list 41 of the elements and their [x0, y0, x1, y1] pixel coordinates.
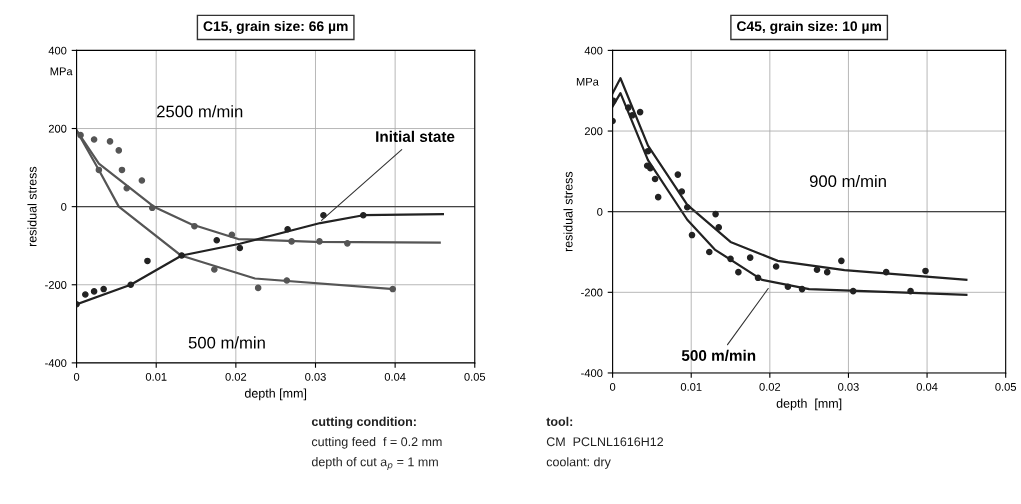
x-tick-label: 0.02 — [225, 372, 247, 381]
chart-title: C45, grain size: 10 µm — [737, 20, 881, 34]
y-tick-label: 0 — [61, 202, 67, 211]
annotation: 900 m/min — [809, 174, 886, 188]
y-tick-label: -400 — [45, 359, 67, 368]
y-tick-label: -400 — [581, 369, 603, 378]
y-tick-label: 0 — [597, 207, 603, 216]
text: tool: — [546, 416, 573, 426]
x-tick-label: 0.02 — [759, 382, 781, 391]
x-axis-title: depth [mm] — [244, 388, 307, 401]
y-tick-label: 200 — [48, 124, 67, 133]
y-tick-label: 200 — [584, 127, 603, 136]
text: MPa — [576, 77, 599, 86]
chart-title: C15, grain size: 66 µm — [203, 20, 348, 34]
x-tick-label: 0.04 — [384, 372, 406, 381]
y-axis-title: residual stress — [27, 166, 37, 247]
annotation: 500 m/min — [681, 349, 756, 362]
x-tick-label: 0 — [609, 382, 616, 391]
text: cutting feed f = 0.2 mm — [311, 436, 442, 449]
x-tick-label: 0.01 — [145, 372, 167, 381]
text: MPa — [50, 67, 73, 76]
x-tick-label: 0 — [73, 372, 80, 381]
y-tick-label: -200 — [45, 281, 67, 289]
x-tick-label: 0.03 — [838, 382, 859, 391]
y-tick-label: 400 — [584, 46, 603, 55]
annotation: 500 m/min — [188, 336, 265, 349]
x-tick-label: 0.05 — [464, 372, 486, 381]
text: depth of cut a$_{p}$ = 1 mm — [311, 457, 438, 470]
text: coolant: dry — [546, 457, 611, 469]
text: CM PCLNL1616H12 — [546, 437, 664, 447]
y-tick-label: 400 — [48, 46, 67, 55]
x-tick-label: 0.01 — [680, 382, 702, 391]
text: cutting condition: — [311, 416, 416, 429]
y-axis-title: residual stress — [563, 171, 573, 252]
x-tick-label: 0.05 — [995, 382, 1017, 391]
y-tick-label: -200 — [581, 288, 603, 297]
annotation: 2500 m/min — [157, 105, 243, 118]
x-axis-title: depth [mm] — [776, 398, 842, 411]
x-tick-label: 0.03 — [305, 372, 326, 381]
annotation: Initial state — [376, 130, 455, 142]
x-tick-label: 0.04 — [916, 382, 938, 391]
